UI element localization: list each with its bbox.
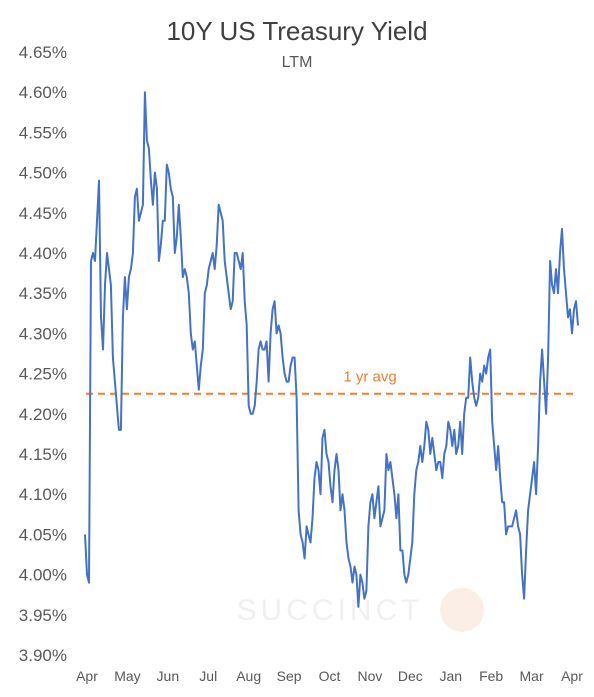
y-tick-label: 4.05% bbox=[19, 525, 67, 544]
y-tick-label: 4.50% bbox=[19, 164, 67, 183]
watermark-logo-icon bbox=[440, 588, 484, 632]
y-tick-label: 4.55% bbox=[19, 123, 67, 142]
x-tick-label: Aug bbox=[236, 668, 261, 684]
series-line bbox=[84, 91, 579, 608]
x-tick-label: Feb bbox=[479, 668, 503, 684]
x-tick-label: May bbox=[114, 668, 140, 684]
x-tick-label: Sep bbox=[277, 668, 302, 684]
x-tick-label: Nov bbox=[357, 668, 382, 684]
x-tick-label: Apr bbox=[76, 668, 98, 684]
y-tick-label: 4.60% bbox=[19, 83, 67, 102]
x-tick-label: Jan bbox=[439, 668, 462, 684]
y-tick-label: 4.25% bbox=[19, 365, 67, 384]
y-tick-label: 4.15% bbox=[19, 445, 67, 464]
y-tick-label: 4.00% bbox=[19, 566, 67, 585]
chart-title: 10Y US Treasury Yield bbox=[166, 16, 428, 46]
y-tick-label: 3.95% bbox=[19, 606, 67, 625]
y-tick-label: 3.90% bbox=[19, 646, 67, 665]
y-tick-label: 4.10% bbox=[19, 485, 67, 504]
y-tick-label: 4.65% bbox=[19, 43, 67, 62]
x-tick-label: Jun bbox=[157, 668, 180, 684]
avg-label: 1 yr avg bbox=[343, 369, 396, 386]
x-tick-label: Oct bbox=[319, 668, 341, 684]
y-tick-label: 4.35% bbox=[19, 284, 67, 303]
x-tick-label: Jul bbox=[199, 668, 217, 684]
y-tick-label: 4.45% bbox=[19, 204, 67, 223]
watermark-text: SUCCINCT bbox=[237, 594, 424, 627]
y-tick-label: 4.30% bbox=[19, 324, 67, 343]
chart-subtitle: LTM bbox=[281, 54, 313, 71]
x-tick-label: Mar bbox=[520, 668, 544, 684]
y-tick-label: 4.20% bbox=[19, 405, 67, 424]
y-tick-label: 4.40% bbox=[19, 244, 67, 263]
x-tick-label: Apr bbox=[561, 668, 583, 684]
x-tick-label: Dec bbox=[398, 668, 423, 684]
